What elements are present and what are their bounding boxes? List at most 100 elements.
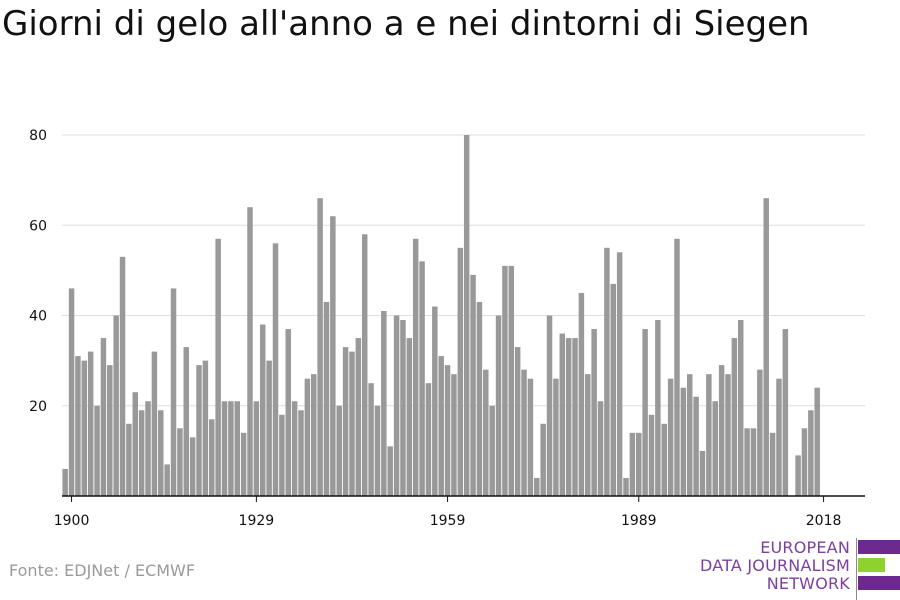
bar-1965 bbox=[483, 369, 489, 496]
bar-1932 bbox=[272, 243, 279, 496]
x-tick-label: 1929 bbox=[239, 513, 275, 529]
gridlines bbox=[62, 134, 865, 407]
bar-1913 bbox=[151, 351, 158, 496]
bar-1922 bbox=[209, 419, 215, 496]
bar-1939 bbox=[317, 198, 323, 497]
logo-text-line: NETWORK bbox=[766, 574, 850, 593]
bar-1916 bbox=[170, 288, 177, 496]
bar-2007 bbox=[750, 428, 757, 496]
bar-1951 bbox=[393, 315, 400, 496]
bar-1941 bbox=[330, 216, 336, 496]
bar-1967 bbox=[495, 315, 502, 496]
bar-1969 bbox=[508, 265, 515, 496]
bar-1960 bbox=[451, 374, 457, 496]
bar-1925 bbox=[228, 401, 234, 496]
bar-1978 bbox=[565, 338, 572, 496]
bar-1931 bbox=[266, 360, 272, 496]
bar-2004 bbox=[731, 338, 738, 496]
bar-2002 bbox=[718, 365, 725, 496]
bar-1992 bbox=[655, 320, 661, 496]
bar-1915 bbox=[164, 464, 170, 496]
bar-1956 bbox=[425, 383, 432, 496]
bar-1990 bbox=[642, 329, 648, 496]
bar-1907 bbox=[113, 315, 119, 496]
bar-1973 bbox=[534, 477, 540, 496]
bar-1911 bbox=[138, 410, 145, 496]
bar-1953 bbox=[406, 338, 413, 496]
bar-1980 bbox=[578, 292, 585, 496]
bar-1929 bbox=[253, 401, 260, 496]
bar-1968 bbox=[502, 265, 508, 496]
logo-text-line: EUROPEAN bbox=[760, 538, 850, 557]
y-tick-label: 40 bbox=[29, 309, 47, 325]
bar-2017 bbox=[814, 387, 820, 496]
bar-1918 bbox=[183, 347, 190, 496]
bar-1961 bbox=[457, 247, 464, 496]
bar-2012 bbox=[782, 329, 789, 496]
logo-bar bbox=[858, 576, 900, 590]
bar-1930 bbox=[260, 324, 266, 496]
bar-1945 bbox=[355, 338, 362, 496]
bar-1903 bbox=[87, 351, 94, 496]
bar-1955 bbox=[419, 261, 425, 496]
bars bbox=[62, 135, 820, 497]
bar-1970 bbox=[514, 347, 521, 496]
bar-1914 bbox=[158, 410, 164, 496]
bar-2009 bbox=[763, 198, 769, 497]
y-tick-label: 60 bbox=[29, 218, 47, 234]
bar-1988 bbox=[629, 432, 636, 496]
bar-1944 bbox=[349, 351, 355, 496]
y-tick-label: 80 bbox=[29, 128, 47, 144]
bar-1991 bbox=[648, 414, 655, 496]
bar-1981 bbox=[585, 374, 591, 496]
logo-bar bbox=[858, 540, 900, 554]
bar-1958 bbox=[438, 356, 444, 496]
bar-1986 bbox=[616, 252, 623, 496]
bar-1928 bbox=[247, 207, 253, 496]
bar-1923 bbox=[215, 238, 221, 496]
bar-1924 bbox=[221, 401, 228, 496]
bar-1942 bbox=[336, 405, 342, 496]
bar-1999 bbox=[699, 450, 706, 496]
bar-1899 bbox=[62, 468, 68, 496]
bar-1921 bbox=[202, 360, 209, 496]
bar-1904 bbox=[94, 405, 100, 496]
bar-1966 bbox=[489, 405, 495, 496]
bar-1909 bbox=[126, 423, 132, 496]
bar-1917 bbox=[177, 428, 183, 496]
bar-1962 bbox=[463, 135, 470, 496]
logo-bar bbox=[858, 558, 885, 572]
bar-1935 bbox=[291, 401, 298, 496]
x-tick-label: 1989 bbox=[621, 513, 657, 529]
bar-1985 bbox=[610, 283, 617, 496]
bar-1926 bbox=[234, 401, 240, 496]
bar-1952 bbox=[400, 320, 406, 496]
bar-1937 bbox=[304, 378, 311, 496]
bar-2014 bbox=[795, 455, 801, 496]
bar-1989 bbox=[636, 432, 642, 496]
bar-1919 bbox=[189, 437, 196, 496]
bar-1954 bbox=[412, 238, 419, 496]
bar-1983 bbox=[597, 401, 604, 496]
x-tick-label: 2018 bbox=[806, 513, 842, 529]
bar-1912 bbox=[145, 401, 151, 496]
bar-1996 bbox=[680, 387, 687, 496]
bar-1994 bbox=[667, 378, 674, 496]
bar-1943 bbox=[342, 347, 349, 496]
edjnet-logo[interactable]: EUROPEAN DATA JOURNALISM NETWORK bbox=[700, 538, 900, 600]
bar-1908 bbox=[119, 256, 126, 496]
bar-2000 bbox=[706, 374, 712, 496]
bar-chart: 20 40 60 80 1900 1929 1959 1989 2018 bbox=[29, 128, 865, 529]
bar-1933 bbox=[279, 414, 285, 496]
logo-divider bbox=[856, 538, 857, 600]
bar-1971 bbox=[521, 369, 527, 496]
x-tick-labels: 1900 1929 1959 1989 2018 bbox=[54, 496, 842, 529]
bar-1975 bbox=[546, 315, 553, 496]
bar-1963 bbox=[470, 274, 476, 496]
bar-1902 bbox=[81, 360, 88, 496]
bar-2011 bbox=[776, 378, 782, 496]
bar-1982 bbox=[591, 329, 597, 496]
bar-1910 bbox=[132, 392, 139, 496]
x-tick-label: 1900 bbox=[54, 513, 90, 529]
bar-1964 bbox=[476, 301, 483, 496]
